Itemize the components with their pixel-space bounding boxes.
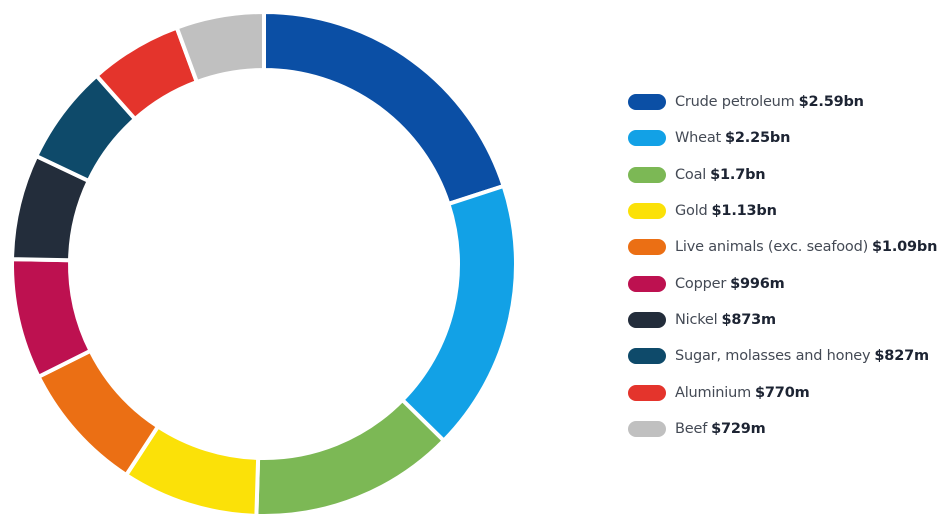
legend-item: Crude petroleum $2.59bn (628, 84, 938, 120)
legend-value: $1.13bn (711, 203, 777, 220)
legend-item: Aluminium $770m (628, 374, 938, 410)
legend-value: $770m (755, 384, 810, 401)
legend-item: Coal $1.7bn (628, 157, 938, 193)
legend-label: Coal (675, 166, 707, 183)
legend-item: Beef $729m (628, 411, 938, 447)
legend-value: $729m (711, 420, 766, 437)
legend-swatch (628, 239, 666, 256)
legend-swatch (628, 384, 666, 401)
legend-label: Beef (675, 420, 708, 437)
legend-label: Copper (675, 275, 727, 292)
legend-label: Aluminium (675, 384, 752, 401)
legend-value: $2.59bn (798, 94, 864, 111)
legend-value: $873m (721, 311, 776, 328)
legend-swatch (628, 203, 666, 220)
donut-slice (262, 9, 507, 207)
donut-slice (174, 9, 266, 85)
donut-chart (12, 9, 518, 516)
legend-item: Copper $996m (628, 265, 938, 301)
legend-swatch (628, 166, 666, 183)
legend-item: Sugar, molasses and honey $827m (628, 338, 938, 374)
legend-label: Wheat (675, 130, 722, 147)
legend-item: Live animals (exc. seafood) $1.09bn (628, 229, 938, 265)
legend-swatch (628, 311, 666, 328)
donut-slice (399, 183, 518, 444)
legend-swatch (628, 130, 666, 147)
legend-item: Nickel $873m (628, 302, 938, 338)
legend-value: $1.7bn (710, 166, 766, 183)
legend-swatch (628, 348, 666, 365)
donut-slice (254, 397, 447, 516)
legend-label: Sugar, molasses and honey (675, 348, 871, 365)
legend-label: Crude petroleum (675, 94, 795, 111)
legend-value: $996m (730, 275, 785, 292)
legend-swatch (628, 420, 666, 437)
legend-label: Nickel (675, 311, 718, 328)
chart-legend: Crude petroleum $2.59bn Wheat $2.25bn Coal… (628, 84, 938, 447)
legend-swatch (628, 94, 666, 111)
legend-label: Gold (675, 203, 708, 220)
legend-value: $2.25bn (725, 130, 791, 147)
legend-item: Gold $1.13bn (628, 193, 938, 229)
legend-item: Wheat $2.25bn (628, 120, 938, 156)
legend-swatch (628, 275, 666, 292)
legend-value: $1.09bn (872, 239, 938, 256)
legend-label: Live animals (exc. seafood) (675, 239, 869, 256)
legend-value: $827m (874, 348, 929, 365)
